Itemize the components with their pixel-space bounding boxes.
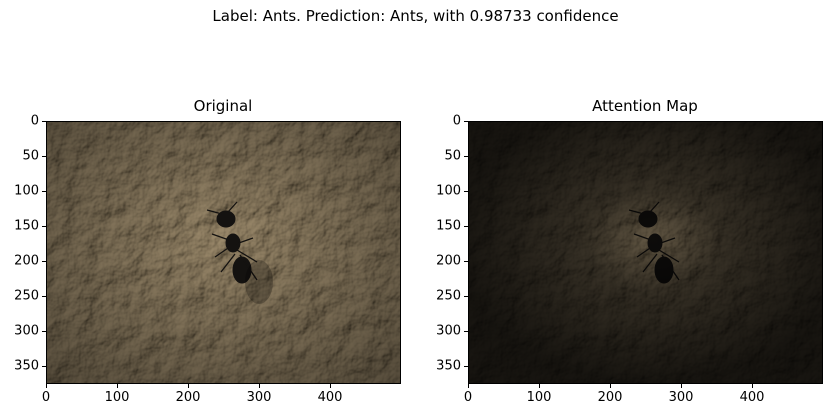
x-tick-label: 400 bbox=[317, 390, 343, 405]
y-tick-label: 350 bbox=[436, 358, 461, 374]
y-tick-label: 300 bbox=[436, 323, 461, 339]
x-tick-mark bbox=[468, 384, 469, 388]
y-tick-mark bbox=[42, 226, 46, 228]
panel-title-attention: Attention Map bbox=[592, 97, 698, 115]
x-tick-label: 200 bbox=[175, 390, 201, 405]
x-tick-label: 300 bbox=[246, 390, 272, 405]
x-tick-label: 100 bbox=[526, 390, 552, 405]
ant-icon bbox=[206, 201, 258, 284]
y-tick-label: 350 bbox=[14, 358, 39, 374]
original-image bbox=[46, 121, 401, 384]
y-tick-label: 150 bbox=[436, 218, 461, 234]
y-tick-mark bbox=[464, 156, 468, 158]
x-tick-mark bbox=[46, 384, 47, 388]
x-tick-mark bbox=[681, 384, 682, 388]
y-tick-mark bbox=[464, 226, 468, 228]
x-tick-mark bbox=[610, 384, 611, 388]
y-tick-mark bbox=[464, 296, 468, 298]
x-tick-mark bbox=[539, 384, 540, 388]
y-tick-label: 150 bbox=[14, 218, 39, 234]
y-tick-mark bbox=[42, 331, 46, 333]
y-tick-mark bbox=[42, 121, 46, 122]
y-tick-label: 200 bbox=[436, 253, 461, 269]
y-tick-label: 200 bbox=[14, 253, 39, 269]
y-tick-mark bbox=[42, 261, 46, 263]
x-tick-label: 100 bbox=[104, 390, 130, 405]
y-tick-label: 0 bbox=[452, 113, 461, 129]
y-tick-mark bbox=[464, 191, 468, 193]
y-tick-mark bbox=[464, 331, 468, 333]
y-tick-label: 100 bbox=[436, 183, 461, 199]
y-tick-mark bbox=[42, 366, 46, 368]
y-tick-mark bbox=[42, 191, 46, 193]
y-tick-label: 250 bbox=[14, 288, 39, 304]
x-tick-mark bbox=[188, 384, 189, 388]
attention-map-icon bbox=[469, 122, 822, 383]
x-tick-mark bbox=[117, 384, 118, 388]
y-tick-label: 300 bbox=[14, 323, 39, 339]
x-tick-label: 0 bbox=[41, 390, 51, 405]
ant-icon bbox=[628, 201, 680, 284]
y-tick-label: 100 bbox=[14, 183, 39, 199]
x-tick-label: 300 bbox=[668, 390, 694, 405]
y-tick-label: 250 bbox=[436, 288, 461, 304]
x-tick-label: 400 bbox=[739, 390, 765, 405]
y-tick-mark bbox=[42, 156, 46, 158]
attention-image bbox=[468, 121, 823, 384]
panel-title-original: Original bbox=[193, 97, 253, 115]
y-tick-mark bbox=[42, 296, 46, 298]
y-tick-mark bbox=[464, 261, 468, 263]
y-tick-mark bbox=[464, 121, 468, 122]
x-tick-mark bbox=[259, 384, 260, 388]
ant-photo-icon bbox=[47, 122, 400, 383]
y-tick-mark bbox=[464, 366, 468, 368]
x-tick-mark bbox=[752, 384, 753, 388]
x-tick-label: 200 bbox=[597, 390, 623, 405]
x-tick-label: 0 bbox=[463, 390, 473, 405]
figure-suptitle: Label: Ants. Prediction: Ants, with 0.98… bbox=[212, 7, 619, 25]
y-tick-label: 50 bbox=[444, 148, 461, 164]
y-tick-label: 0 bbox=[30, 113, 39, 129]
x-tick-mark bbox=[330, 384, 331, 388]
y-tick-label: 50 bbox=[22, 148, 39, 164]
